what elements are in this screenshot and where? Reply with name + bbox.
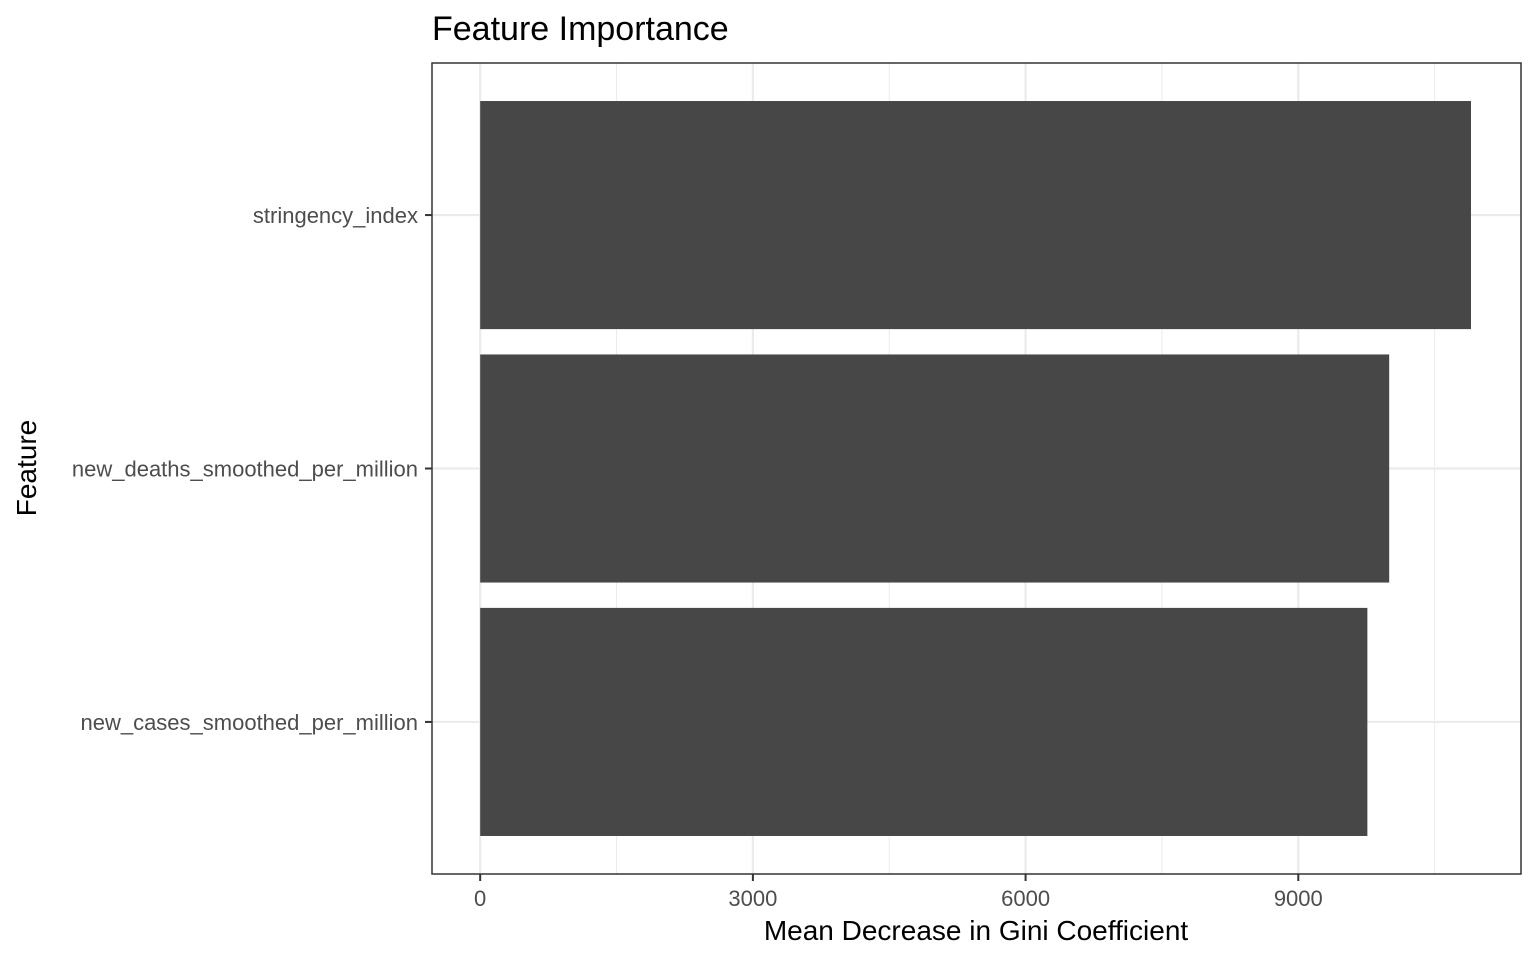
y-tick-label: stringency_index — [253, 203, 418, 228]
bars — [480, 101, 1472, 836]
bar — [480, 354, 1390, 583]
x-axis: 0 3000 6000 9000 — [474, 874, 1323, 911]
chart-title: Feature Importance — [432, 10, 729, 48]
x-tick-label: 0 — [474, 886, 486, 911]
bar — [480, 101, 1472, 330]
bar — [480, 607, 1368, 836]
x-axis-title: Mean Decrease in Gini Coefficient — [764, 915, 1189, 946]
y-axis: stringency_index new_deaths_smoothed_per_… — [72, 203, 432, 735]
x-tick-label: 3000 — [728, 886, 777, 911]
y-tick-label: new_deaths_smoothed_per_million — [72, 457, 418, 482]
x-tick-label: 6000 — [1001, 886, 1050, 911]
y-axis-title: Feature — [11, 420, 42, 517]
x-tick-label: 9000 — [1274, 886, 1323, 911]
y-tick-label: new_cases_smoothed_per_million — [80, 710, 418, 735]
